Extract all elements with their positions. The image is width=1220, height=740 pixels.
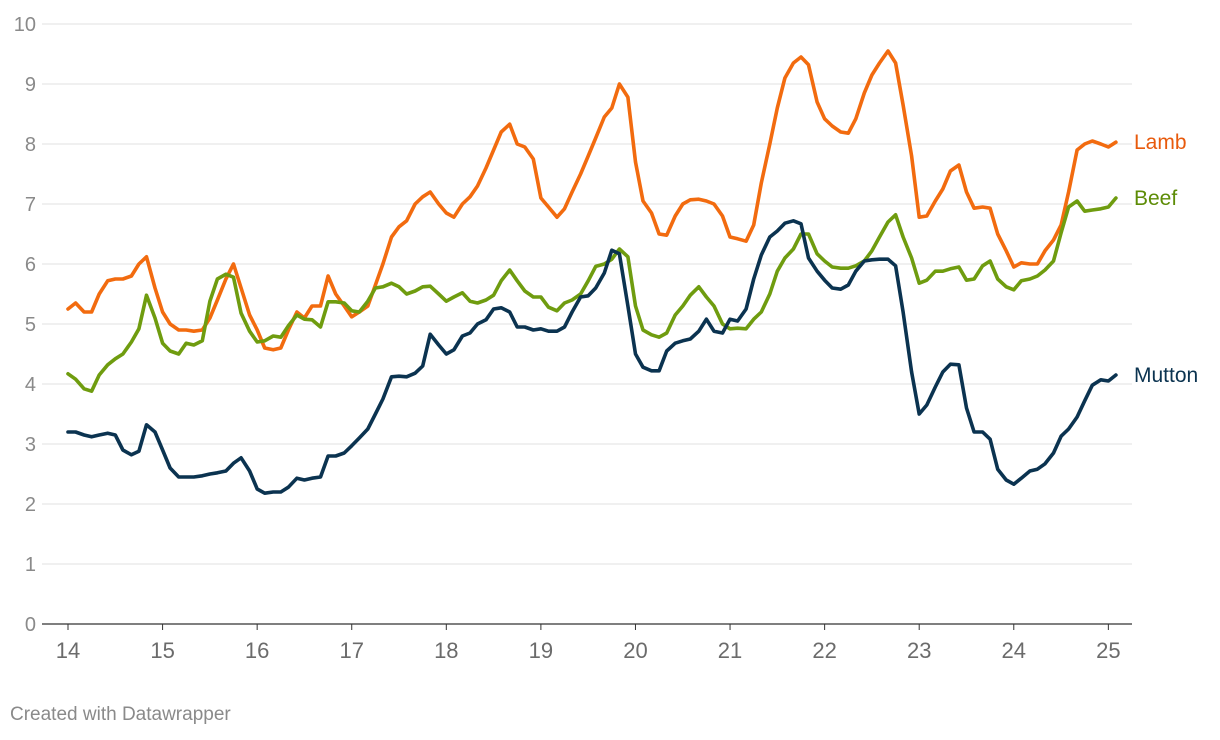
x-tick-label: 24: [1002, 638, 1026, 663]
y-tick-label: 4: [25, 374, 36, 396]
y-tick-label: 10: [14, 14, 36, 36]
x-tick-label: 22: [812, 638, 836, 663]
x-tick-label: 18: [434, 638, 458, 663]
x-tick-label: 14: [56, 638, 80, 663]
x-tick-label: 20: [623, 638, 647, 663]
x-tick-label: 17: [339, 638, 363, 663]
x-tick-label: 25: [1096, 638, 1120, 663]
y-tick-label: 9: [25, 74, 36, 96]
y-tick-label: 3: [25, 434, 36, 456]
series-line-beef: [66, 196, 1118, 394]
gridlines: [42, 23, 1132, 625]
footer-credit: Created with Datawrapper: [10, 704, 231, 725]
y-tick-label: 8: [25, 134, 36, 156]
series-label-beef: Beef: [1134, 187, 1177, 210]
y-axis-ticks: 0 1 2 3 4 5 6 7 8 9 10: [14, 14, 36, 636]
series-lines: [66, 49, 1118, 496]
x-tick-label: 23: [907, 638, 931, 663]
x-axis-ticks: 14 15 16 17 18 19 20 21 22 23 24 25: [56, 624, 1121, 663]
y-tick-label: 1: [25, 554, 36, 576]
series-labels: Lamb Beef Mutton: [1134, 131, 1198, 387]
y-tick-label: 6: [25, 254, 36, 276]
x-tick-label: 19: [529, 638, 553, 663]
y-tick-label: 7: [25, 194, 36, 216]
series-line-lamb: [66, 49, 1118, 352]
x-tick-label: 16: [245, 638, 269, 663]
series-label-lamb: Lamb: [1134, 131, 1187, 154]
y-tick-label: 0: [25, 614, 36, 636]
series-line-mutton: [66, 219, 1118, 496]
x-tick-label: 21: [718, 638, 742, 663]
y-tick-label: 5: [25, 314, 36, 336]
x-tick-label: 15: [150, 638, 174, 663]
y-tick-label: 2: [25, 494, 36, 516]
series-label-mutton: Mutton: [1134, 364, 1198, 387]
